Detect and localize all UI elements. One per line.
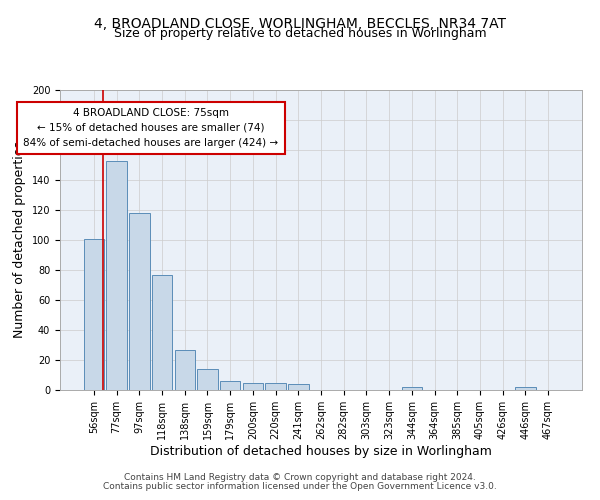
X-axis label: Distribution of detached houses by size in Worlingham: Distribution of detached houses by size … — [150, 444, 492, 458]
Bar — [84, 238, 104, 390]
Bar — [152, 274, 172, 390]
Bar — [220, 381, 241, 390]
Bar — [242, 382, 263, 390]
Bar — [106, 160, 127, 390]
Y-axis label: Number of detached properties: Number of detached properties — [13, 142, 26, 338]
Bar — [515, 387, 536, 390]
Text: 4, BROADLAND CLOSE, WORLINGHAM, BECCLES, NR34 7AT: 4, BROADLAND CLOSE, WORLINGHAM, BECCLES,… — [94, 18, 506, 32]
Text: Contains public sector information licensed under the Open Government Licence v3: Contains public sector information licen… — [103, 482, 497, 491]
Text: 4 BROADLAND CLOSE: 75sqm
← 15% of detached houses are smaller (74)
84% of semi-d: 4 BROADLAND CLOSE: 75sqm ← 15% of detach… — [23, 108, 278, 148]
Bar — [175, 350, 195, 390]
Text: Contains HM Land Registry data © Crown copyright and database right 2024.: Contains HM Land Registry data © Crown c… — [124, 474, 476, 482]
Bar — [288, 384, 308, 390]
Bar — [129, 213, 149, 390]
Bar — [265, 382, 286, 390]
Bar — [401, 387, 422, 390]
Text: Size of property relative to detached houses in Worlingham: Size of property relative to detached ho… — [113, 28, 487, 40]
Bar — [197, 369, 218, 390]
